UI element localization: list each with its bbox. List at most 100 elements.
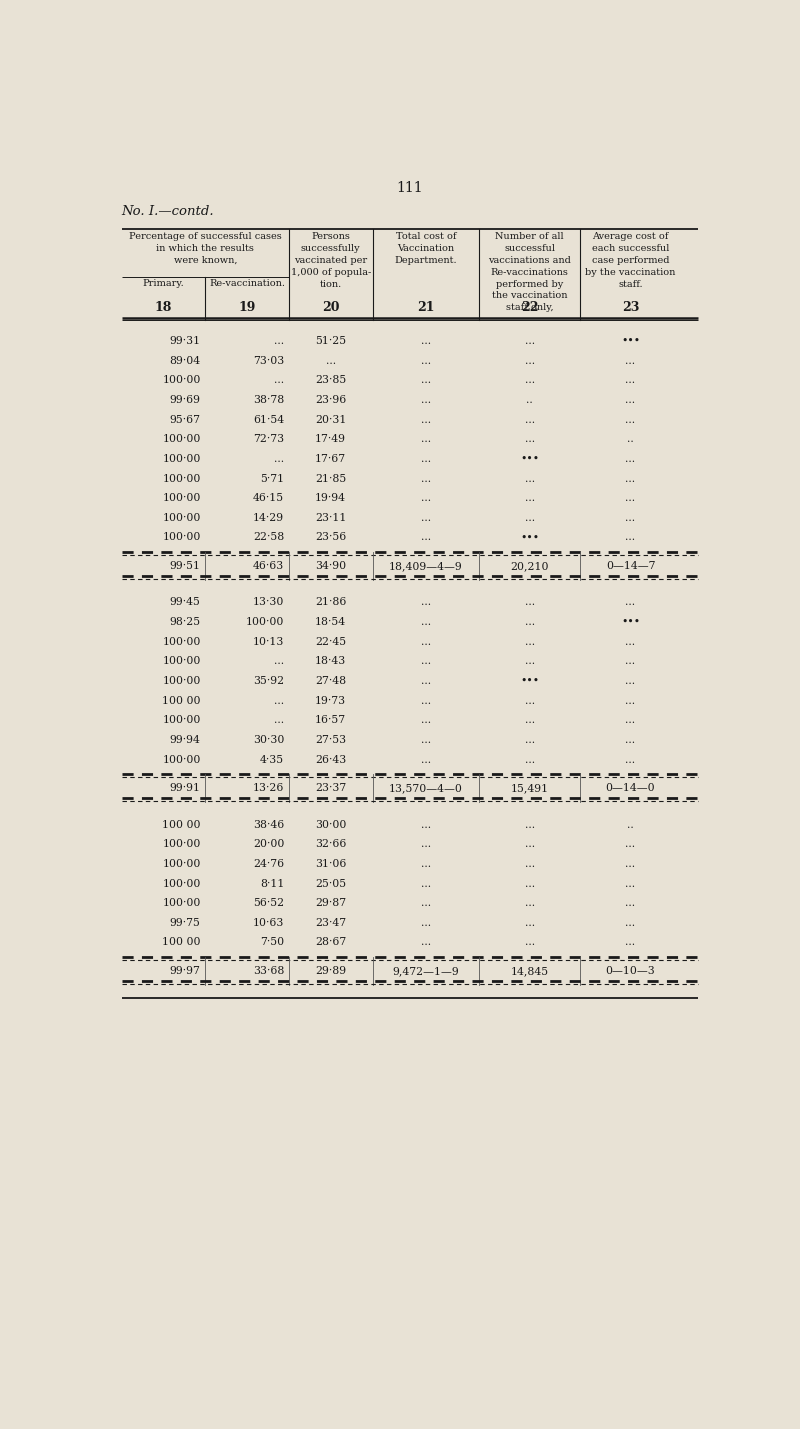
Text: 0—14—0: 0—14—0 xyxy=(606,783,655,793)
Text: ...: ... xyxy=(525,859,534,869)
Text: ...: ... xyxy=(421,493,431,503)
Text: No. I.—contd.: No. I.—contd. xyxy=(122,204,214,219)
Text: 17·67: 17·67 xyxy=(315,454,346,464)
Text: 27·53: 27·53 xyxy=(315,735,346,745)
Text: ...: ... xyxy=(525,879,534,889)
Text: ...: ... xyxy=(626,454,636,464)
Text: 0—10—3: 0—10—3 xyxy=(606,966,655,976)
Text: ...: ... xyxy=(626,533,636,543)
Text: ...: ... xyxy=(421,735,431,745)
Text: ...: ... xyxy=(626,899,636,909)
Text: Total cost of
Vaccination
Department.: Total cost of Vaccination Department. xyxy=(394,233,457,264)
Text: ...: ... xyxy=(421,820,431,830)
Text: 27·48: 27·48 xyxy=(315,676,346,686)
Text: ...: ... xyxy=(326,356,336,366)
Text: 19·73: 19·73 xyxy=(315,696,346,706)
Text: ...: ... xyxy=(421,899,431,909)
Text: ...: ... xyxy=(525,696,534,706)
Text: ...: ... xyxy=(421,676,431,686)
Text: ...: ... xyxy=(525,376,534,386)
Text: 5·71: 5·71 xyxy=(260,473,284,483)
Text: ...: ... xyxy=(525,656,534,666)
Text: ...: ... xyxy=(421,716,431,726)
Text: 72·73: 72·73 xyxy=(253,434,284,444)
Text: ...: ... xyxy=(525,637,534,647)
Text: 15,491: 15,491 xyxy=(510,783,549,793)
Text: ...: ... xyxy=(626,879,636,889)
Text: 100·00: 100·00 xyxy=(162,376,201,386)
Text: ...: ... xyxy=(525,617,534,627)
Text: •••: ••• xyxy=(520,676,539,686)
Text: 56·52: 56·52 xyxy=(253,899,284,909)
Text: 21: 21 xyxy=(417,300,434,313)
Text: 21·85: 21·85 xyxy=(315,473,346,483)
Text: ...: ... xyxy=(626,414,636,424)
Text: 89·04: 89·04 xyxy=(170,356,201,366)
Text: 100·00: 100·00 xyxy=(162,637,201,647)
Text: 18·43: 18·43 xyxy=(315,656,346,666)
Text: 25·05: 25·05 xyxy=(315,879,346,889)
Text: 100·00: 100·00 xyxy=(246,617,284,627)
Text: 22·45: 22·45 xyxy=(315,637,346,647)
Text: 100·00: 100·00 xyxy=(162,899,201,909)
Text: 51·25: 51·25 xyxy=(315,336,346,346)
Text: 23·96: 23·96 xyxy=(315,394,346,404)
Text: ..: .. xyxy=(627,820,634,830)
Text: 10·13: 10·13 xyxy=(253,637,284,647)
Text: ...: ... xyxy=(525,820,534,830)
Text: 100·00: 100·00 xyxy=(162,879,201,889)
Text: 35·92: 35·92 xyxy=(253,676,284,686)
Text: 4·35: 4·35 xyxy=(260,755,284,765)
Text: 30·00: 30·00 xyxy=(315,820,346,830)
Text: 13,570—4—0: 13,570—4—0 xyxy=(389,783,462,793)
Text: 20: 20 xyxy=(322,300,339,313)
Text: ...: ... xyxy=(421,637,431,647)
Text: ...: ... xyxy=(626,755,636,765)
Text: ...: ... xyxy=(626,597,636,607)
Text: ...: ... xyxy=(626,473,636,483)
Text: ...: ... xyxy=(626,937,636,947)
Text: 17·49: 17·49 xyxy=(315,434,346,444)
Text: 100·00: 100·00 xyxy=(162,533,201,543)
Text: ...: ... xyxy=(525,336,534,346)
Text: ...: ... xyxy=(421,755,431,765)
Text: 29·89: 29·89 xyxy=(315,966,346,976)
Text: ...: ... xyxy=(525,735,534,745)
Text: ...: ... xyxy=(421,859,431,869)
Text: 100·00: 100·00 xyxy=(162,839,201,849)
Text: 100·00: 100·00 xyxy=(162,755,201,765)
Text: 100·00: 100·00 xyxy=(162,493,201,503)
Text: ...: ... xyxy=(274,696,284,706)
Text: 100·00: 100·00 xyxy=(162,859,201,869)
Text: •••: ••• xyxy=(520,533,539,543)
Text: ...: ... xyxy=(421,473,431,483)
Text: ...: ... xyxy=(274,716,284,726)
Text: ...: ... xyxy=(421,434,431,444)
Text: ...: ... xyxy=(626,376,636,386)
Text: 100·00: 100·00 xyxy=(162,454,201,464)
Text: ..: .. xyxy=(526,394,533,404)
Text: 34·90: 34·90 xyxy=(315,560,346,570)
Text: 100 00: 100 00 xyxy=(162,937,201,947)
Text: 23·11: 23·11 xyxy=(315,513,346,523)
Text: 23·47: 23·47 xyxy=(315,917,346,927)
Text: 18: 18 xyxy=(155,300,172,313)
Text: ...: ... xyxy=(421,513,431,523)
Text: 8·11: 8·11 xyxy=(260,879,284,889)
Text: •••: ••• xyxy=(621,617,640,627)
Text: 22: 22 xyxy=(521,300,538,313)
Text: 99·94: 99·94 xyxy=(170,735,201,745)
Text: ...: ... xyxy=(421,917,431,927)
Text: ...: ... xyxy=(421,879,431,889)
Text: ...: ... xyxy=(525,473,534,483)
Text: ...: ... xyxy=(626,735,636,745)
Text: 100·00: 100·00 xyxy=(162,656,201,666)
Text: ...: ... xyxy=(421,839,431,849)
Text: ...: ... xyxy=(525,839,534,849)
Text: 21·86: 21·86 xyxy=(315,597,346,607)
Text: 14,845: 14,845 xyxy=(510,966,549,976)
Text: 100·00: 100·00 xyxy=(162,434,201,444)
Text: ..: .. xyxy=(627,434,634,444)
Text: Re-vaccination.: Re-vaccination. xyxy=(209,279,285,289)
Text: 32·66: 32·66 xyxy=(315,839,346,849)
